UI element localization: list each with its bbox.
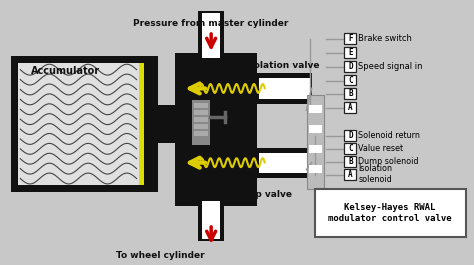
Bar: [345, 89, 356, 99]
Bar: [345, 102, 356, 113]
Text: Solenoid return: Solenoid return: [358, 131, 420, 140]
Bar: [194, 110, 208, 115]
Bar: [138, 63, 144, 186]
Text: F: F: [348, 34, 353, 43]
Bar: [345, 75, 356, 86]
Bar: [192, 100, 210, 145]
Bar: [345, 169, 356, 179]
Text: D: D: [348, 131, 353, 140]
Bar: [259, 78, 310, 99]
Bar: [309, 165, 322, 173]
Bar: [345, 61, 356, 72]
Text: Value reset: Value reset: [358, 144, 403, 153]
Bar: [315, 189, 465, 237]
Text: Dump valve: Dump valve: [232, 190, 292, 199]
Bar: [11, 56, 158, 192]
Text: To wheel cylinder: To wheel cylinder: [116, 251, 205, 260]
Text: Kelsey-Hayes RWAL
modulator control valve: Kelsey-Hayes RWAL modulator control valv…: [328, 204, 452, 223]
Bar: [257, 73, 311, 104]
Text: A: A: [348, 170, 353, 179]
Text: C: C: [348, 144, 353, 153]
Text: Speed signal in: Speed signal in: [358, 62, 423, 71]
Bar: [194, 124, 208, 129]
Bar: [158, 121, 175, 143]
Bar: [309, 125, 322, 133]
Bar: [175, 53, 257, 206]
Text: Pressure from master cylinder: Pressure from master cylinder: [134, 19, 289, 28]
Bar: [345, 130, 356, 141]
Bar: [158, 105, 175, 127]
Bar: [194, 131, 208, 136]
Text: B: B: [348, 157, 353, 166]
Text: B: B: [348, 89, 353, 98]
Text: E: E: [348, 48, 353, 57]
Text: Brake switch: Brake switch: [358, 34, 412, 43]
Text: Dump solenoid: Dump solenoid: [358, 157, 419, 166]
Text: A: A: [348, 103, 353, 112]
Text: Accumulator: Accumulator: [31, 66, 100, 76]
Bar: [345, 156, 356, 167]
Bar: [309, 105, 322, 113]
Bar: [345, 47, 356, 58]
Bar: [194, 117, 208, 122]
Text: Isolation valve: Isolation valve: [246, 61, 320, 70]
Text: C: C: [348, 76, 353, 85]
Text: D: D: [348, 62, 353, 71]
Bar: [259, 153, 310, 173]
Bar: [257, 148, 311, 178]
Bar: [307, 95, 325, 189]
Bar: [202, 201, 220, 239]
Bar: [345, 143, 356, 154]
Bar: [345, 33, 356, 44]
Bar: [194, 103, 208, 108]
Bar: [198, 201, 224, 241]
Bar: [198, 11, 224, 56]
Text: Isolation
solenoid: Isolation solenoid: [358, 164, 392, 184]
Bar: [202, 13, 220, 58]
Bar: [18, 63, 138, 186]
Bar: [309, 145, 322, 153]
